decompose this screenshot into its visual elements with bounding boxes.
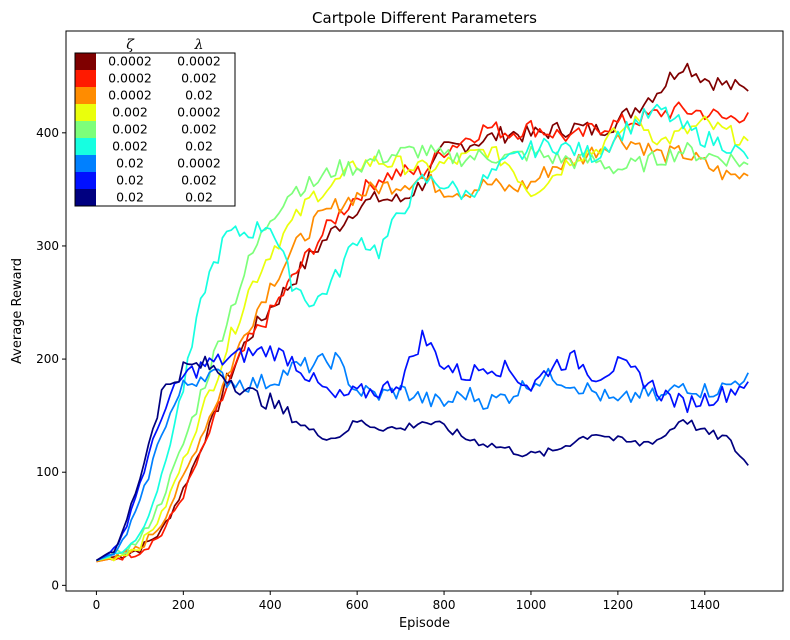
legend-zeta-value: 0.0002	[108, 54, 152, 69]
plot-frame	[65, 30, 784, 592]
legend-swatch	[75, 104, 96, 121]
x-tick-label: 1200	[603, 598, 634, 612]
y-tick-label: 200	[36, 352, 59, 366]
legend-lambda-value: 0.02	[185, 139, 213, 154]
y-tick-label: 100	[36, 465, 59, 479]
legend-lambda-value: 0.02	[185, 88, 213, 103]
legend-zeta-value: 0.0002	[108, 71, 152, 86]
y-axis-label: Average Reward	[10, 258, 25, 364]
axis-ticks: 0 200 400 600 800 1000 1200 1400 0 100 200 300 400	[36, 126, 720, 612]
legend-zeta-value: 0.0002	[108, 88, 152, 103]
legend-lambda-value: 0.002	[181, 122, 217, 137]
legend-swatch	[75, 121, 96, 138]
legend-zeta-value: 0.02	[116, 190, 144, 205]
y-tick-label: 300	[36, 239, 59, 253]
x-tick-label: 0	[93, 598, 101, 612]
x-tick-label: 1000	[516, 598, 547, 612]
legend-lambda-value: 0.0002	[177, 105, 221, 120]
legend-swatch	[75, 155, 96, 172]
legend-swatch	[75, 53, 96, 70]
legend-lambda-value: 0.002	[181, 71, 217, 86]
series-line-6	[96, 103, 749, 562]
series-line-7	[96, 351, 749, 562]
legend-zeta-value: 0.02	[116, 156, 144, 171]
x-tick-label: 600	[346, 598, 369, 612]
legend-zeta-value: 0.002	[112, 139, 148, 154]
legend-lambda-value: 0.002	[181, 173, 217, 188]
legend-zeta-value: 0.02	[116, 173, 144, 188]
y-tick-label: 0	[51, 578, 59, 592]
chart-title: Cartpole Different Parameters	[312, 9, 537, 27]
legend-lambda-value: 0.0002	[177, 156, 221, 171]
legend-lambda-value: 0.02	[185, 190, 213, 205]
legend-swatch	[75, 189, 96, 206]
series-line-8	[95, 329, 749, 562]
legend-swatch	[75, 138, 96, 155]
legend-swatch	[75, 87, 96, 104]
x-tick-label: 800	[433, 598, 456, 612]
legend-zeta-value: 0.002	[112, 105, 148, 120]
legend-header-lambda: λ	[194, 37, 204, 53]
x-tick-label: 1400	[690, 598, 721, 612]
legend-header-zeta: ζ	[126, 37, 135, 53]
legend-zeta-value: 0.002	[112, 122, 148, 137]
series-line-9	[95, 355, 749, 562]
x-tick-label: 400	[259, 598, 282, 612]
series-line-4	[96, 115, 749, 562]
series-lines	[95, 62, 749, 563]
series-line-3	[96, 133, 749, 563]
x-tick-label: 200	[172, 598, 195, 612]
legend-swatch	[75, 70, 96, 87]
legend-border	[74, 52, 236, 207]
legend-lambda-value: 0.0002	[177, 54, 221, 69]
x-axis-label: Episode	[399, 616, 450, 631]
series-line-5	[96, 141, 749, 562]
y-tick-label: 400	[36, 126, 59, 140]
legend-swatch	[75, 172, 96, 189]
